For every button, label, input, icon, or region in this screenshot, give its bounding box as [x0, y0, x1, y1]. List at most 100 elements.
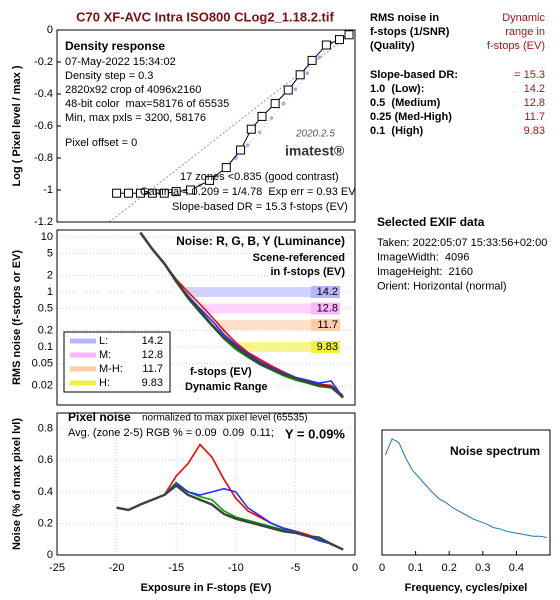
data-point — [221, 163, 231, 173]
x-tick-label: -20 — [109, 562, 125, 574]
slope-value: = 15.3 — [514, 69, 545, 81]
exif-line: Orient: Horizontal (normal) — [377, 280, 507, 292]
annotation: Pixel offset = 0 — [65, 137, 137, 149]
dr-row-label: 1.0 (Low): — [370, 83, 424, 95]
dr-band-label-box — [311, 340, 340, 353]
data-point — [257, 111, 267, 121]
dr-band-label-box — [311, 302, 340, 315]
annotation: Y = 0.09% — [285, 426, 346, 441]
annotation: Density step = 0.3 — [65, 70, 153, 82]
annotation: 48-bit color max=58176 of 65535 — [65, 98, 229, 110]
y-tick-label: 0.5 — [38, 302, 53, 314]
annotation: 17 zones <0.835 (good contrast) — [180, 171, 339, 183]
data-point — [270, 99, 280, 109]
x-axis-label: Exposure in F-stops (EV) — [141, 582, 272, 594]
data-point — [281, 101, 286, 106]
x-tick-label: 0.3 — [475, 562, 490, 574]
data-point — [186, 185, 196, 195]
data-line — [109, 32, 352, 222]
data-point — [171, 187, 181, 197]
y-tick-label: 1 — [47, 286, 53, 298]
data-point — [147, 188, 157, 198]
dr-header-left: (Quality) — [370, 40, 415, 52]
dr-band — [237, 341, 340, 352]
data-point — [321, 40, 331, 50]
data-point — [124, 188, 134, 198]
dr-band — [185, 286, 340, 297]
y-tick-label: -1 — [43, 184, 53, 196]
y-axis-label: Log ( Pixel level / max ) — [11, 65, 23, 186]
x-tick-label: 0.2 — [442, 562, 457, 574]
annotation: 2020.2.5 — [295, 129, 335, 140]
legend-label: H: — [99, 377, 110, 389]
dr-header-right: f-stops (EV) — [487, 40, 545, 52]
annotation: Avg. (zone 2-5) RGB % = 0.09 0.09 0.11; — [68, 427, 274, 439]
y-tick-label: 10 — [41, 231, 53, 243]
chart-title: Pixel noise — [68, 410, 131, 424]
y-tick-label: -0.2 — [34, 56, 53, 68]
legend-label: M: — [99, 349, 111, 361]
x-tick-label: -10 — [228, 562, 244, 574]
y-axis-label: RMS noise (f-stops or EV) — [11, 250, 23, 385]
x-tick-label: 0.4 — [509, 562, 524, 574]
data-point — [305, 71, 310, 75]
annotation: Min, max pxls = 3200, 58176 — [65, 112, 206, 124]
exif-line: ImageHeight: 2160 — [377, 266, 473, 278]
y-tick-label: 0.4 — [38, 486, 53, 498]
data-line — [139, 231, 344, 399]
data-point — [112, 188, 122, 198]
dr-row-value: 11.7 — [524, 111, 545, 123]
dr-band-label: 9.83 — [317, 341, 338, 353]
dr-header-right: range in — [505, 26, 545, 38]
data-line — [116, 484, 344, 551]
chart-title: Noise: R, G, B, Y (Luminance) — [176, 234, 345, 248]
plot-frame — [56, 412, 356, 556]
y-tick-label: -1.2 — [34, 216, 53, 228]
data-point — [283, 85, 293, 95]
annotation: Gamma = 0.209 = 1/4.78 Exp err = 0.93 EV — [140, 186, 356, 198]
x-tick-label: -5 — [291, 562, 301, 574]
plot-frame — [56, 229, 356, 406]
dr-band — [215, 320, 340, 331]
y-tick-label: -0.4 — [34, 88, 53, 100]
plot-area — [57, 413, 355, 555]
x-tick-label: 0 — [352, 562, 358, 574]
dr-row-label: 0.25 (Med-High) — [370, 111, 452, 123]
data-point — [317, 55, 322, 59]
x-tick-label: -15 — [168, 562, 184, 574]
data-point — [257, 130, 262, 135]
x-tick-label: -25 — [49, 562, 65, 574]
annotation: 2820x92 crop of 4096x2160 — [65, 84, 201, 96]
data-point — [295, 70, 305, 80]
y-axis-label: Noise (% of max pixel lvl) — [11, 418, 23, 550]
data-point — [205, 175, 215, 185]
dr-header-right: Dynamic — [502, 12, 545, 24]
plot-frame — [381, 429, 551, 556]
plot-frame — [56, 29, 356, 223]
legend-label: M-H: — [99, 363, 123, 375]
y-tick-label: 0 — [47, 549, 53, 561]
dr-band — [202, 303, 340, 314]
exif-line: ImageWidth: 4096 — [377, 251, 469, 263]
data-point — [159, 188, 169, 198]
dr-header-left: RMS noise in — [370, 12, 439, 24]
y-tick-label: -0.8 — [34, 152, 53, 164]
annotation: Dynamic Range — [185, 381, 268, 393]
y-tick-label: 5 — [47, 247, 53, 259]
chart-title: Density response — [65, 39, 165, 53]
dr-header-left: f-stops (1/SNR) — [370, 26, 450, 38]
y-tick-label: 2 — [47, 269, 53, 281]
y-tick-label: 0.2 — [38, 324, 53, 336]
annotation: f-stops (EV) — [190, 366, 252, 378]
data-point — [269, 116, 274, 120]
dr-band-label-box — [311, 285, 340, 298]
y-tick-label: -0.6 — [34, 120, 53, 132]
legend-value: 11.7 — [142, 363, 163, 375]
slope-label: Slope-based DR: — [370, 69, 458, 81]
annotation: Scene-referenced — [253, 252, 345, 264]
dr-row-value: 14.2 — [524, 83, 545, 95]
exif-line: Taken: 2022:05:07 15:33:56+02:00 — [377, 237, 547, 249]
y-tick-label: 0 — [47, 24, 53, 36]
